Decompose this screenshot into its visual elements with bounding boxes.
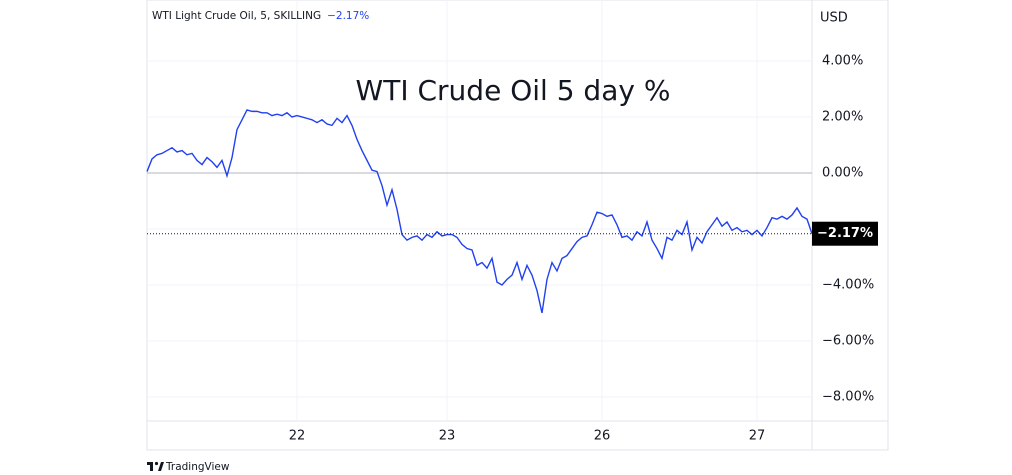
y-tick-label: 4.00% [822, 53, 863, 68]
branding: TradingView [165, 461, 230, 473]
logo-mark [158, 462, 164, 471]
price-line [146, 109, 813, 314]
x-tick-label: 27 [749, 429, 766, 444]
logo: TradingView [147, 461, 230, 473]
last-price-label: −2.17% [817, 226, 873, 241]
chart-title: WTI Crude Oil 5 day % [356, 74, 671, 107]
chart-frame [146, 0, 889, 451]
y-tick-label: −6.00% [822, 333, 874, 348]
y-tick-label: −4.00% [822, 277, 874, 292]
x-tick-label: 23 [439, 429, 456, 444]
y-tick-label: 2.00% [822, 109, 863, 124]
currency-label: USD [820, 11, 848, 26]
logo-mark [154, 461, 159, 466]
change-header: −2.17% [327, 10, 369, 22]
symbol-header: WTI Light Crude Oil, 5, SKILLING [152, 10, 321, 22]
logo-mark [150, 462, 153, 471]
y-tick-label: −8.00% [822, 389, 874, 404]
last-price-box [812, 221, 878, 246]
y-tick-label: 0.00% [822, 165, 863, 180]
x-tick-label: 22 [289, 429, 306, 444]
x-tick-label: 26 [594, 429, 611, 444]
